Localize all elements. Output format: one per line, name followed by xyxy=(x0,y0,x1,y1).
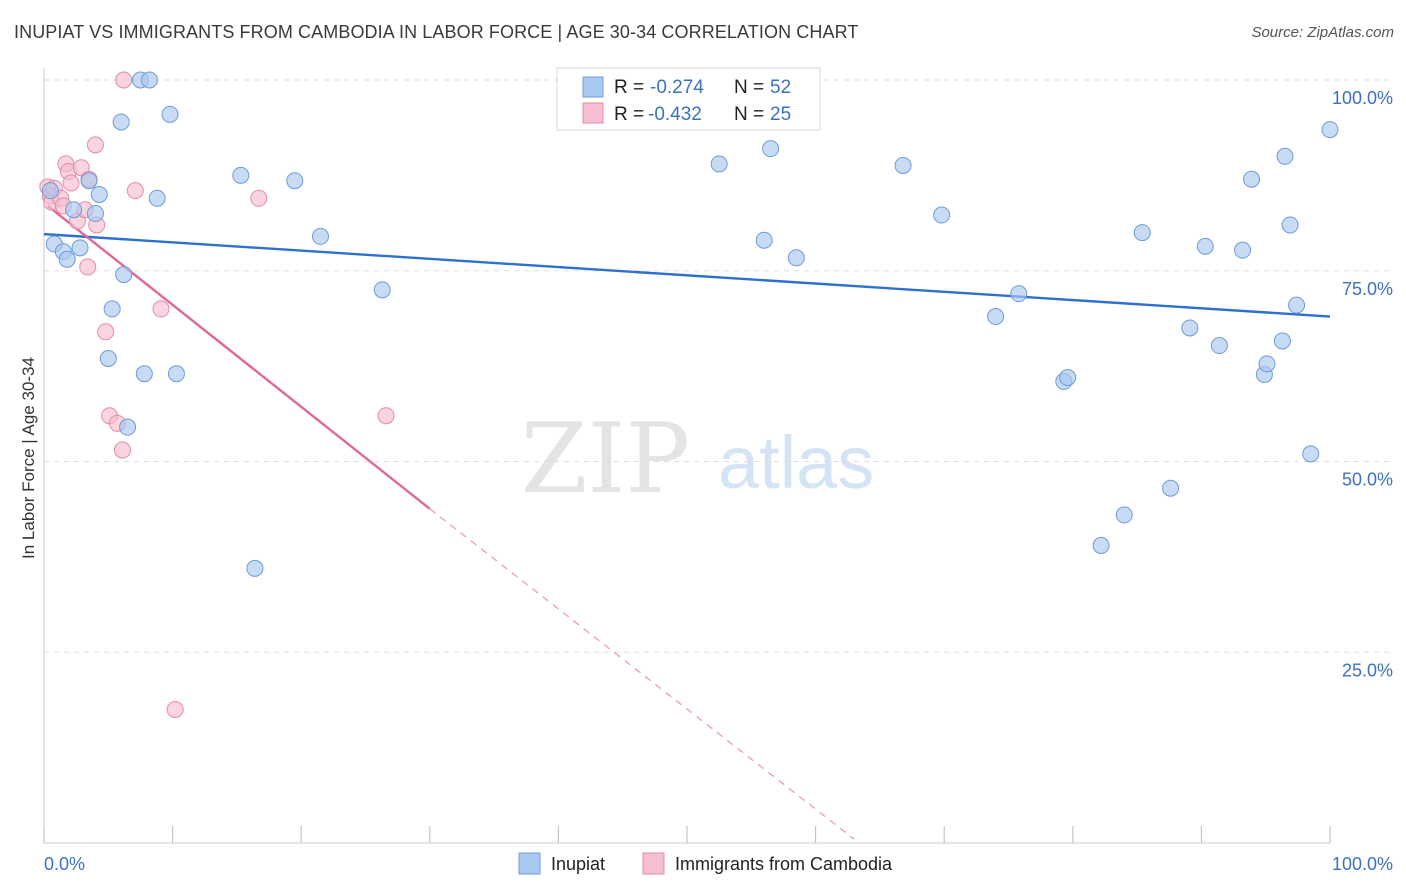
point-inupiat-37 xyxy=(1133,224,1151,242)
y-tick-label-2: 50.0% xyxy=(1342,470,1393,490)
point-inupiat-23 xyxy=(311,227,329,245)
point-inupiat-7 xyxy=(86,205,104,223)
point-inupiat-25 xyxy=(710,155,728,173)
y-tick-label-3: 25.0% xyxy=(1342,660,1393,680)
point-inupiat-40 xyxy=(1196,237,1214,255)
watermark-atlas: atlas xyxy=(718,421,874,504)
series-inupiat xyxy=(41,71,1339,577)
point-inupiat-30 xyxy=(933,206,951,224)
legend-n-value-2: 25 xyxy=(770,104,791,125)
point-inupiat-4 xyxy=(65,201,83,219)
y-tick-label-1: 75.0% xyxy=(1342,279,1393,299)
legend-n-value-1: 52 xyxy=(770,77,791,98)
point-inupiat-8 xyxy=(90,185,108,203)
point-cambodia-14 xyxy=(86,136,104,154)
point-inupiat-35 xyxy=(1092,536,1110,554)
point-cambodia-21 xyxy=(126,182,144,200)
legend-swatch-inupiat xyxy=(582,76,604,98)
tick-labels: 100.0% 75.0% 50.0% 25.0% 0.0% 100.0% xyxy=(44,88,1393,874)
point-inupiat-41 xyxy=(1210,337,1228,355)
trend-line-cambodia-extension xyxy=(429,508,855,840)
point-inupiat-9 xyxy=(99,349,117,367)
legend-r-value-2: -0.432 xyxy=(648,104,702,125)
trend-lines xyxy=(43,204,1331,840)
point-inupiat-22 xyxy=(286,172,304,190)
point-inupiat-16 xyxy=(140,71,158,89)
bottom-legend-swatch-inupiat xyxy=(518,852,541,875)
point-inupiat-26 xyxy=(755,231,773,249)
axes xyxy=(43,68,1331,844)
point-cambodia-20 xyxy=(115,71,133,89)
point-inupiat-19 xyxy=(167,365,185,383)
point-inupiat-49 xyxy=(1288,296,1306,314)
point-inupiat-51 xyxy=(1321,121,1339,139)
point-inupiat-31 xyxy=(987,308,1005,326)
chart-title: INUPIAT VS IMMIGRANTS FROM CAMBODIA IN L… xyxy=(14,22,859,42)
point-inupiat-5 xyxy=(71,239,89,257)
y-axis-label: In Labor Force | Age 30-34 xyxy=(19,357,38,559)
bottom-legend: Inupiat Immigrants from Cambodia xyxy=(518,852,893,875)
point-inupiat-28 xyxy=(787,249,805,267)
point-inupiat-48 xyxy=(1281,216,1299,234)
point-inupiat-11 xyxy=(112,113,130,131)
data-points xyxy=(39,71,1339,718)
bottom-legend-swatch-cambodia xyxy=(642,852,665,875)
series-cambodia xyxy=(39,71,395,718)
point-inupiat-15 xyxy=(135,365,153,383)
bottom-legend-label-cambodia: Immigrants from Cambodia xyxy=(675,854,893,874)
point-inupiat-46 xyxy=(1273,332,1291,350)
point-cambodia-8 xyxy=(62,174,80,192)
x-tick-label-0: 0.0% xyxy=(44,854,85,874)
point-inupiat-50 xyxy=(1302,445,1320,463)
watermark-zip: ZIP xyxy=(521,403,690,515)
point-cambodia-12 xyxy=(79,258,97,276)
point-inupiat-47 xyxy=(1276,147,1294,165)
point-inupiat-38 xyxy=(1162,479,1180,497)
point-inupiat-13 xyxy=(119,418,137,436)
point-cambodia-16 xyxy=(97,323,115,341)
point-inupiat-45 xyxy=(1258,355,1276,373)
point-inupiat-3 xyxy=(58,250,76,268)
point-inupiat-21 xyxy=(246,559,264,577)
point-inupiat-20 xyxy=(232,166,250,184)
point-inupiat-39 xyxy=(1181,319,1199,337)
point-cambodia-19 xyxy=(113,441,131,459)
point-inupiat-43 xyxy=(1243,170,1261,188)
legend-n-label-2: N = xyxy=(734,104,764,125)
point-inupiat-34 xyxy=(1059,369,1077,387)
point-inupiat-10 xyxy=(103,300,121,318)
point-cambodia-22 xyxy=(152,300,170,318)
point-inupiat-18 xyxy=(161,105,179,123)
legend: R = -0.274 N = 52 R = -0.432 N = 25 xyxy=(556,67,821,131)
point-inupiat-0 xyxy=(41,182,59,200)
source-credit: Source: ZipAtlas.com xyxy=(1251,24,1394,41)
trend-line-inupiat xyxy=(43,232,1331,318)
legend-r-label-1: R = xyxy=(614,77,644,98)
y-tick-label-0: 100.0% xyxy=(1332,88,1393,108)
x-tick-label-1: 100.0% xyxy=(1332,854,1393,874)
bottom-legend-label-inupiat: Inupiat xyxy=(551,854,605,874)
point-inupiat-36 xyxy=(1115,506,1133,524)
point-inupiat-32 xyxy=(1010,285,1028,303)
point-inupiat-17 xyxy=(148,189,166,207)
point-cambodia-23 xyxy=(166,700,184,718)
point-inupiat-6 xyxy=(80,172,98,190)
point-inupiat-27 xyxy=(762,140,780,158)
legend-r-value-1: -0.274 xyxy=(650,77,704,98)
point-cambodia-25 xyxy=(377,407,395,425)
legend-n-label-1: N = xyxy=(734,77,764,98)
legend-swatch-cambodia xyxy=(582,102,604,124)
point-inupiat-24 xyxy=(373,281,391,299)
trend-line-cambodia-solid xyxy=(47,204,431,510)
watermark: ZIP atlas xyxy=(521,403,875,515)
point-inupiat-12 xyxy=(115,266,133,284)
point-inupiat-29 xyxy=(894,156,912,174)
point-cambodia-24 xyxy=(250,189,268,207)
point-inupiat-42 xyxy=(1234,241,1252,259)
legend-r-label-2: R = xyxy=(614,104,644,125)
